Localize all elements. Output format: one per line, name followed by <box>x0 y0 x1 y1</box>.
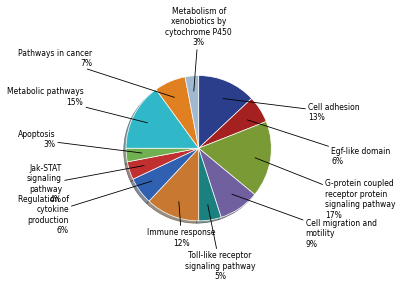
Wedge shape <box>126 148 199 162</box>
Wedge shape <box>149 148 199 221</box>
Wedge shape <box>199 121 271 194</box>
Text: Cell adhesion
13%: Cell adhesion 13% <box>223 99 360 122</box>
Wedge shape <box>185 76 199 148</box>
Text: Egf-like domain
6%: Egf-like domain 6% <box>247 120 390 166</box>
Wedge shape <box>156 77 199 148</box>
Text: Jak-STAT
signaling
pathway
4%: Jak-STAT signaling pathway 4% <box>27 164 144 204</box>
Text: Toll-like receptor
signaling pathway
5%: Toll-like receptor signaling pathway 5% <box>185 205 255 281</box>
Wedge shape <box>199 98 266 148</box>
Text: Regulation of
cytokine
production
6%: Regulation of cytokine production 6% <box>18 181 152 235</box>
Text: Cell migration and
motility
9%: Cell migration and motility 9% <box>232 194 376 248</box>
Text: Metabolism of
xenobiotics by
cytochrome P450
3%: Metabolism of xenobiotics by cytochrome … <box>165 7 232 91</box>
Text: Metabolic pathways
15%: Metabolic pathways 15% <box>6 87 148 123</box>
Text: Apoptosis
3%: Apoptosis 3% <box>18 130 142 153</box>
Text: Immune response
12%: Immune response 12% <box>147 202 216 248</box>
Wedge shape <box>199 148 255 217</box>
Text: Pathways in cancer
7%: Pathways in cancer 7% <box>18 49 174 97</box>
Wedge shape <box>126 89 199 148</box>
Wedge shape <box>199 76 252 148</box>
Wedge shape <box>199 148 221 221</box>
Text: G-protein coupled
receptor protein
signaling pathway
17%: G-protein coupled receptor protein signa… <box>255 158 396 220</box>
Wedge shape <box>133 148 199 201</box>
Wedge shape <box>127 148 199 179</box>
